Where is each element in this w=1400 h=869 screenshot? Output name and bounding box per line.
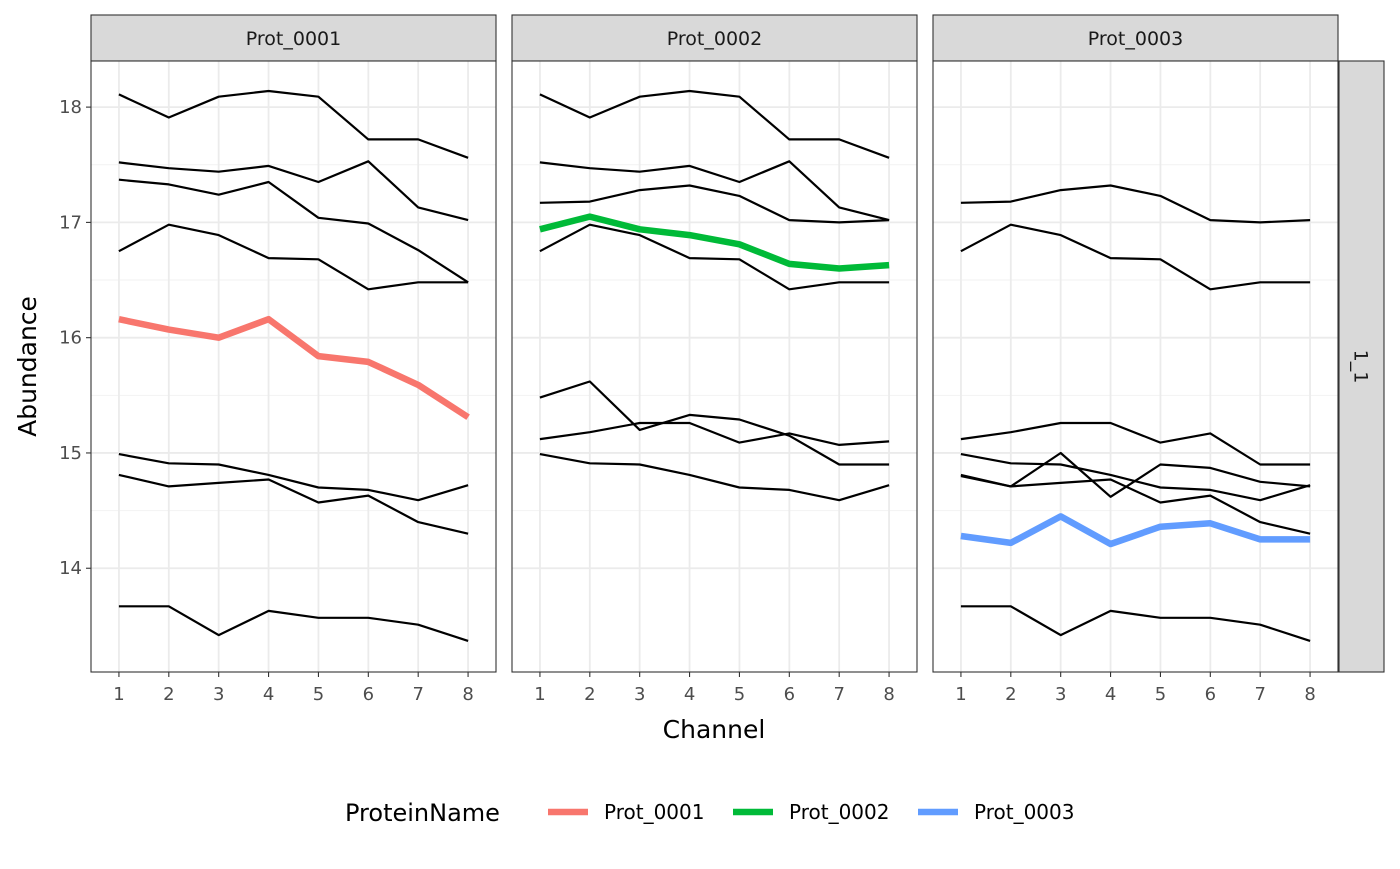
facet-strip: [90, 14, 497, 62]
x-tick-label: 6: [784, 684, 795, 705]
panel-border: [511, 60, 918, 673]
panel-background: [91, 61, 496, 672]
facet-strip-label: Prot_0003: [1088, 28, 1183, 50]
legend-label: Prot_0002: [789, 800, 889, 824]
x-tick-label: 3: [1055, 684, 1066, 705]
row-strip-label: 1_1: [1350, 350, 1372, 384]
x-tick-label: 7: [1254, 684, 1265, 705]
peptide-line: [539, 453, 890, 502]
y-axis-title: Abundance: [13, 296, 42, 437]
peptide-line: [118, 89, 469, 159]
x-tick-label: 5: [313, 684, 324, 705]
x-tick-label: 4: [684, 684, 695, 705]
x-tick-label: 2: [163, 684, 174, 705]
peptide-line: [118, 178, 469, 284]
peptide-line: [539, 421, 890, 446]
legend-label: Prot_0003: [974, 800, 1074, 824]
x-tick-label: 3: [634, 684, 645, 705]
protein-line: [118, 315, 470, 420]
panel-border: [90, 60, 497, 673]
row-strip: [1338, 60, 1385, 673]
peptide-line: [539, 223, 890, 291]
peptide-line: [118, 453, 469, 502]
peptide-line: [539, 89, 890, 159]
facet-strip-label: Prot_0002: [667, 28, 762, 50]
peptide-line: [960, 184, 1311, 224]
panel-border: [932, 60, 1339, 673]
x-tick-label: 1: [534, 684, 545, 705]
x-axis-title: Channel: [663, 715, 766, 744]
peptide-line: [118, 473, 469, 535]
y-tick-label: 15: [59, 443, 82, 464]
y-tick-label: 17: [59, 212, 82, 233]
x-tick-label: 7: [833, 684, 844, 705]
protein-line: [539, 213, 890, 272]
x-tick-label: 1: [955, 684, 966, 705]
panel-background: [933, 61, 1338, 672]
y-tick-label: 16: [59, 328, 82, 349]
x-tick-label: 2: [584, 684, 595, 705]
peptide-line: [118, 223, 469, 291]
x-tick-label: 7: [412, 684, 423, 705]
facet-strip-label: Prot_0001: [246, 28, 341, 50]
x-tick-label: 8: [462, 684, 473, 705]
x-tick-label: 2: [1005, 684, 1016, 705]
legend-title: ProteinName: [345, 799, 500, 827]
peptide-line: [118, 160, 469, 222]
peptide-line: [960, 605, 1311, 642]
panel-background: [512, 61, 917, 672]
facet-strip: [511, 14, 918, 62]
x-tick-label: 4: [263, 684, 274, 705]
peptide-line: [960, 223, 1311, 291]
y-tick-label: 18: [59, 97, 82, 118]
x-tick-label: 4: [1105, 684, 1116, 705]
x-tick-label: 6: [363, 684, 374, 705]
y-tick-label: 14: [59, 558, 82, 579]
peptide-line: [118, 605, 469, 642]
legend-label: Prot_0001: [604, 800, 704, 824]
peptide-line: [960, 473, 1311, 535]
x-tick-label: 1: [113, 684, 124, 705]
x-tick-label: 5: [1155, 684, 1166, 705]
x-tick-label: 5: [734, 684, 745, 705]
peptide-line: [960, 421, 1311, 466]
x-tick-label: 6: [1205, 684, 1216, 705]
facet-strip: [932, 14, 1339, 62]
peptide-line: [960, 451, 1311, 498]
x-tick-label: 8: [883, 684, 894, 705]
protein-line: [960, 513, 1311, 548]
peptide-line: [539, 160, 890, 222]
peptide-line: [539, 184, 890, 224]
x-tick-label: 8: [1304, 684, 1315, 705]
peptide-line: [539, 380, 890, 466]
x-tick-label: 3: [213, 684, 224, 705]
